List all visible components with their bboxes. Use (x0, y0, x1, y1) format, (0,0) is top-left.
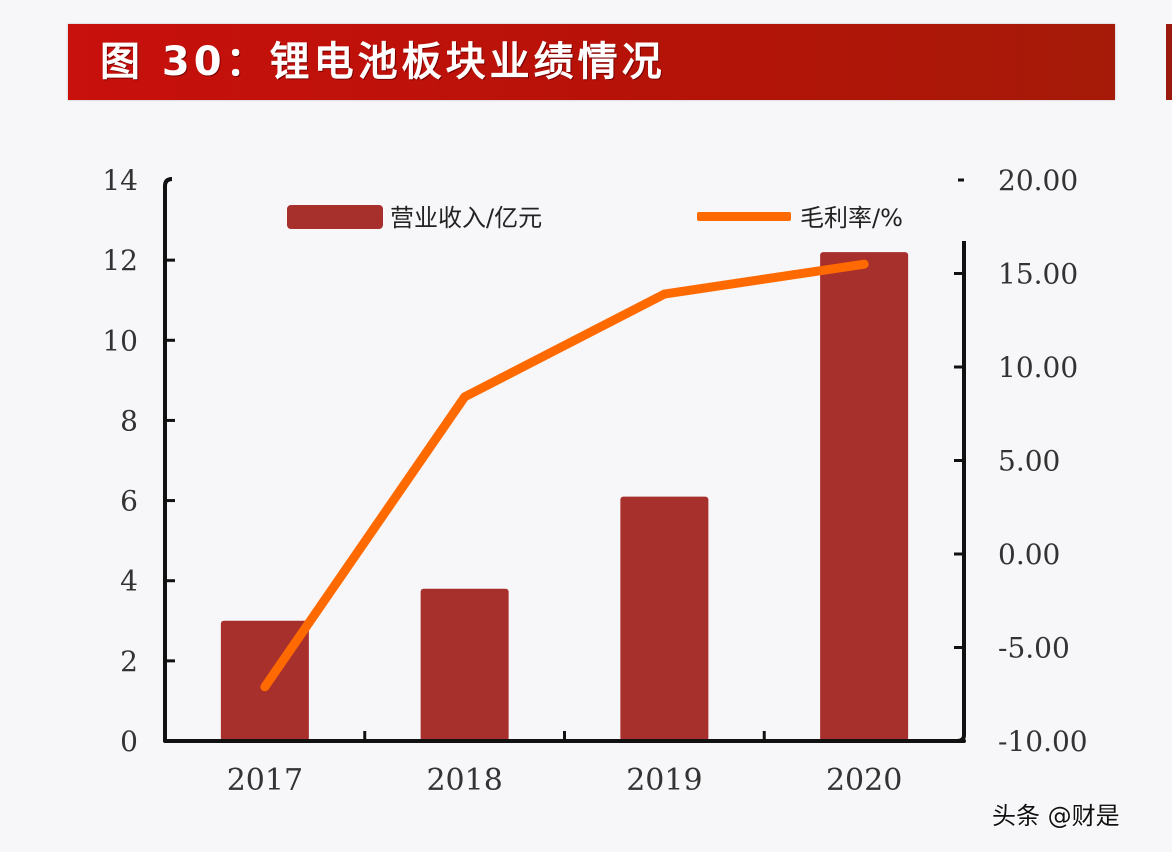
revenue-bar (420, 588, 509, 741)
line-series (260, 259, 869, 692)
title-banner: 图 30：锂电池板块业绩情况 (68, 24, 1115, 100)
right-tick-label: 20.00 (998, 164, 1078, 197)
right-tick-label: 0.00 (998, 538, 1060, 571)
left-tick-label: 0 (120, 725, 138, 758)
x-axis: 2017 2018 2019 2020 (163, 731, 966, 798)
bar-series (220, 252, 909, 741)
left-tick-label: 6 (120, 485, 138, 518)
left-tick-label: 10 (102, 324, 138, 357)
revenue-bar (820, 252, 909, 741)
right-tick-label: 15.00 (998, 258, 1078, 291)
gross-margin-line (260, 259, 869, 692)
right-tick-label: 5.00 (998, 445, 1060, 478)
edge-decoration (1166, 24, 1172, 100)
x-tick-label: 2020 (826, 763, 902, 798)
left-axis: 0 2 4 6 8 10 12 14 (102, 164, 175, 758)
legend-label-margin: 毛利率/% (800, 204, 903, 232)
revenue-bar (620, 496, 709, 741)
left-tick-label: 8 (120, 404, 138, 437)
legend-swatch-bar (287, 205, 383, 229)
right-axis: -10.00 -5.00 0.00 5.00 10.00 15.00 20.00 (954, 164, 1088, 758)
legend: 营业收入/亿元 毛利率/% (287, 204, 903, 232)
left-tick-label: 4 (120, 565, 138, 598)
right-tick-label: 10.00 (998, 351, 1078, 384)
x-tick-label: 2017 (227, 763, 303, 798)
legend-label-revenue: 营业收入/亿元 (390, 204, 542, 232)
left-tick-label: 12 (102, 244, 138, 277)
left-tick-label: 2 (120, 645, 138, 678)
right-tick-label: -10.00 (998, 725, 1088, 758)
x-tick-label: 2018 (426, 763, 502, 798)
watermark: 头条 @财是 (992, 802, 1120, 830)
x-tick-label: 2019 (626, 763, 702, 798)
legend-swatch-line (697, 212, 791, 221)
chart-title: 图 30：锂电池板块业绩情况 (100, 39, 666, 85)
right-tick-label: -5.00 (998, 632, 1070, 665)
left-tick-label: 14 (102, 164, 138, 197)
